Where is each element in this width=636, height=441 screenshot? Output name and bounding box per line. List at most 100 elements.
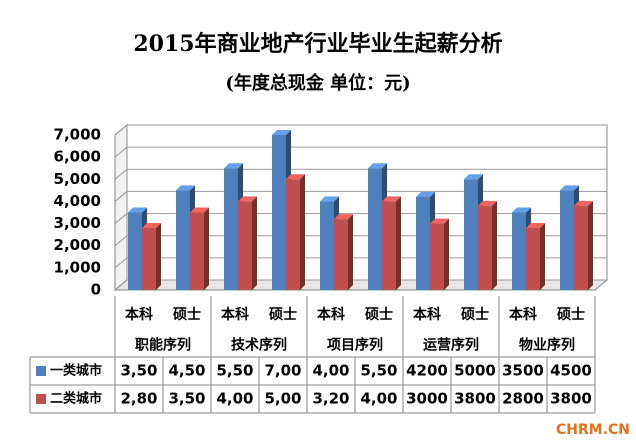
y-tick-label: 7,000 <box>54 126 101 144</box>
x-tick-label: 硕士 <box>461 306 489 323</box>
bar-side <box>444 218 449 290</box>
x-tick-label: 硕士 <box>173 306 201 323</box>
bar <box>334 219 348 290</box>
bar-top <box>416 192 435 197</box>
y-tick-label: 2,000 <box>54 236 101 254</box>
table-value: 5,50 <box>360 362 397 380</box>
bar-top <box>526 223 545 228</box>
table-value: 7,00 <box>264 362 301 380</box>
bar-side <box>396 196 401 290</box>
y-tick-label: 3,000 <box>54 214 101 232</box>
table-value: 5,50 <box>216 362 253 380</box>
bar-top <box>238 196 257 202</box>
group-label: 职能序列 <box>135 337 191 354</box>
table-value: 5,00 <box>264 390 301 408</box>
bar-top <box>190 207 209 213</box>
bar <box>512 212 526 290</box>
bar <box>526 228 540 290</box>
bar <box>574 205 588 290</box>
table-value: 4,50 <box>168 362 205 380</box>
bar <box>128 212 142 290</box>
bar-top <box>334 214 353 220</box>
group-label: 运营序列 <box>423 337 479 354</box>
table-value: 4,00 <box>216 390 253 408</box>
grid-line-side <box>114 235 128 247</box>
bar-side <box>588 200 593 290</box>
table-value: 3800 <box>454 390 496 408</box>
bar-top <box>320 196 339 202</box>
grid-line-side <box>114 213 128 224</box>
group-label: 技术序列 <box>231 337 287 354</box>
bar <box>224 168 238 290</box>
table-value: 3500 <box>502 362 544 380</box>
bar-top <box>574 200 593 206</box>
bar-top <box>368 163 387 169</box>
table-value: 3,20 <box>312 390 349 408</box>
bar-top <box>224 163 243 169</box>
bar-top <box>382 196 401 202</box>
legend-label: 一类城市 <box>50 363 102 379</box>
group-label: 项目序列 <box>327 337 383 354</box>
table-value: 2,80 <box>120 390 157 408</box>
grid-line-side <box>114 279 128 291</box>
grid-line-side <box>114 191 128 202</box>
bar-top <box>286 174 305 180</box>
grid-line-side <box>114 124 128 136</box>
x-tick-label: 硕士 <box>269 306 297 323</box>
bar <box>478 205 492 290</box>
bar <box>430 223 444 290</box>
bar <box>238 201 252 290</box>
group-label: 物业序列 <box>519 337 575 354</box>
bar <box>176 190 190 290</box>
x-tick-label: 本科 <box>413 306 441 323</box>
side-wall <box>114 123 128 292</box>
table-value: 3,50 <box>120 362 157 380</box>
bar-top <box>512 207 531 213</box>
bar-top <box>478 200 497 206</box>
bar-side <box>540 223 545 290</box>
y-tick-label: 6,000 <box>54 148 101 166</box>
bar <box>382 201 396 290</box>
y-tick-label: 5,000 <box>54 170 101 188</box>
legend-swatch <box>36 394 46 404</box>
bar-side <box>252 196 257 290</box>
x-tick-label: 本科 <box>125 306 153 323</box>
bar <box>320 201 334 290</box>
bar-top <box>142 223 161 228</box>
grid-line-side <box>114 168 128 180</box>
table-value: 3000 <box>406 390 448 408</box>
watermark: CHRM.CN <box>556 422 630 438</box>
bar-top <box>176 185 195 191</box>
bar <box>142 228 156 290</box>
bar <box>416 197 430 290</box>
x-tick-label: 硕士 <box>365 306 393 323</box>
x-tick-label: 本科 <box>221 306 249 323</box>
bar <box>560 190 574 290</box>
bar-side <box>348 214 353 290</box>
table-value: 2800 <box>502 390 544 408</box>
bar-top <box>560 185 579 191</box>
table-value: 5000 <box>454 362 496 380</box>
grid-line-side <box>114 146 128 158</box>
table-value: 4,00 <box>360 390 397 408</box>
table-value: 3,50 <box>168 390 205 408</box>
chart-title: 2015年商业地产行业毕业生起薪分析 <box>133 31 502 57</box>
table-value: 4500 <box>550 362 592 380</box>
grid-line-side <box>114 257 128 269</box>
y-tick-label: 4,000 <box>54 192 101 210</box>
y-tick-label: 0 <box>91 281 101 299</box>
bar-side <box>300 174 305 290</box>
bar-side <box>156 223 161 290</box>
bar <box>464 179 478 290</box>
x-tick-label: 本科 <box>317 306 345 323</box>
bar-top <box>272 130 291 135</box>
bar-side <box>204 207 209 290</box>
bar <box>190 212 204 290</box>
bar-top <box>464 174 483 180</box>
bar-top <box>128 207 147 213</box>
x-tick-label: 硕士 <box>557 306 585 323</box>
table-value: 4200 <box>406 362 448 380</box>
legend-swatch <box>36 366 46 376</box>
bar <box>368 168 382 290</box>
